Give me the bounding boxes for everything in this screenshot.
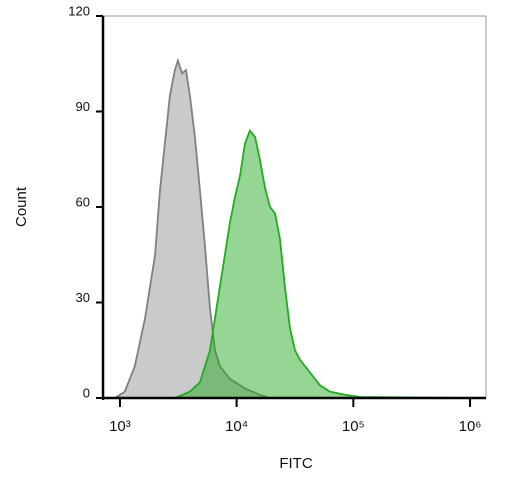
x-tick-label: 10⁶	[459, 418, 482, 435]
x-tick-label: 10³	[109, 418, 131, 435]
area-line	[174, 128, 487, 399]
x-axis-label: FITC	[279, 455, 312, 472]
x-tick-label: 10⁴	[225, 418, 248, 435]
area-fill	[174, 130, 486, 398]
y-tick-label: 120	[68, 3, 90, 18]
y-axis-label: Count	[13, 186, 30, 227]
y-tick-label: 90	[76, 99, 90, 114]
area-fill	[114, 60, 271, 398]
x-tick-label: 10⁵	[342, 418, 365, 435]
y-tick-label: 30	[76, 290, 90, 305]
y-tick-label: 0	[83, 385, 90, 400]
area-line	[114, 57, 271, 399]
y-tick-label: 60	[76, 194, 90, 209]
